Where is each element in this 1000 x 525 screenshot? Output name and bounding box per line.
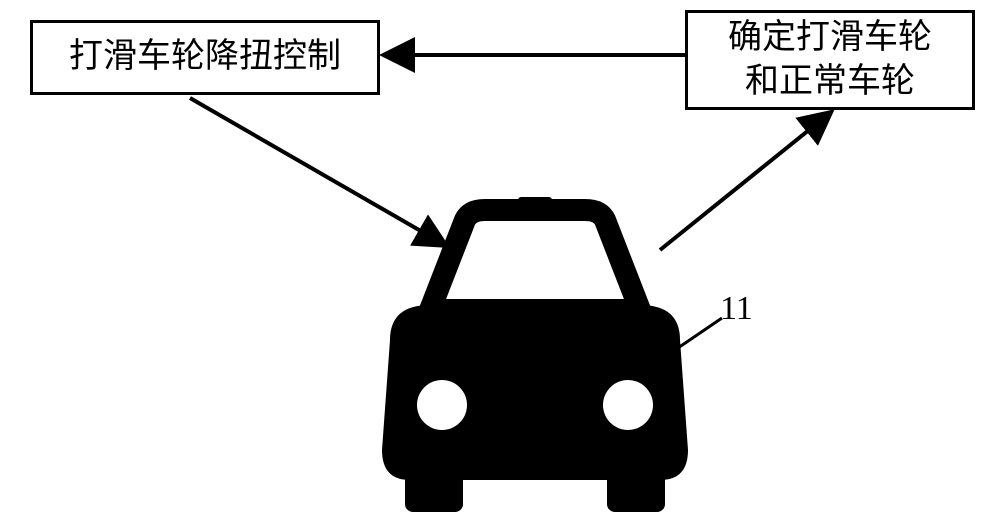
car-label-text: 11 (720, 290, 753, 327)
box-left-text: 打滑车轮降扭控制 (69, 35, 341, 79)
box-left: 打滑车轮降扭控制 (30, 20, 380, 95)
car-label: 11 (720, 290, 753, 328)
box-right: 确定打滑车轮 和正常车轮 (685, 10, 975, 110)
box-right-line2: 和正常车轮 (745, 63, 915, 100)
box-right-line1: 确定打滑车轮 (728, 19, 932, 56)
car-icon (370, 195, 700, 515)
box-right-text: 确定打滑车轮 和正常车轮 (728, 16, 932, 104)
